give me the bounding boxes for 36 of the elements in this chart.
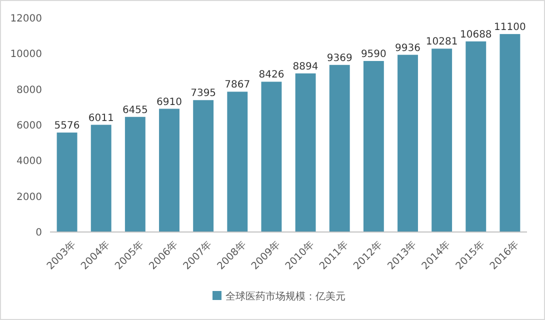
data-label: 10281 bbox=[426, 36, 458, 48]
bar bbox=[56, 132, 78, 232]
y-tick-label: 2000 bbox=[16, 192, 42, 203]
data-label: 7867 bbox=[224, 80, 250, 91]
bar bbox=[193, 100, 214, 232]
bar bbox=[363, 60, 384, 232]
y-tick-label: 10000 bbox=[10, 49, 42, 60]
data-label: 6011 bbox=[88, 112, 114, 124]
y-tick-label: 8000 bbox=[16, 84, 42, 96]
data-label: 9936 bbox=[395, 42, 420, 54]
data-label: 9369 bbox=[326, 52, 352, 64]
data-label: 10688 bbox=[460, 29, 492, 40]
bar bbox=[90, 124, 112, 232]
legend-label: 全球医药市场规模：亿美元 bbox=[226, 290, 346, 302]
bar bbox=[500, 34, 520, 232]
data-label: 6910 bbox=[156, 96, 182, 108]
data-label: 11100 bbox=[494, 22, 526, 34]
bar bbox=[329, 64, 350, 232]
bar bbox=[466, 41, 486, 232]
bar bbox=[398, 54, 418, 232]
y-tick-label: 0 bbox=[36, 228, 42, 238]
data-label: 7395 bbox=[190, 88, 216, 100]
data-label: 8426 bbox=[258, 70, 284, 81]
data-label: 5576 bbox=[54, 120, 80, 132]
bar bbox=[124, 116, 146, 232]
bar bbox=[295, 73, 316, 232]
bar bbox=[159, 108, 180, 232]
data-label: 6455 bbox=[122, 104, 148, 116]
bar bbox=[261, 82, 282, 232]
data-label: 8894 bbox=[292, 61, 318, 72]
y-tick-label: 6000 bbox=[16, 120, 42, 132]
y-tick-label: 12000 bbox=[10, 14, 42, 24]
y-tick-label: 4000 bbox=[16, 156, 42, 168]
data-label: 9590 bbox=[360, 48, 386, 60]
bar bbox=[227, 92, 248, 232]
bar bbox=[432, 48, 452, 232]
